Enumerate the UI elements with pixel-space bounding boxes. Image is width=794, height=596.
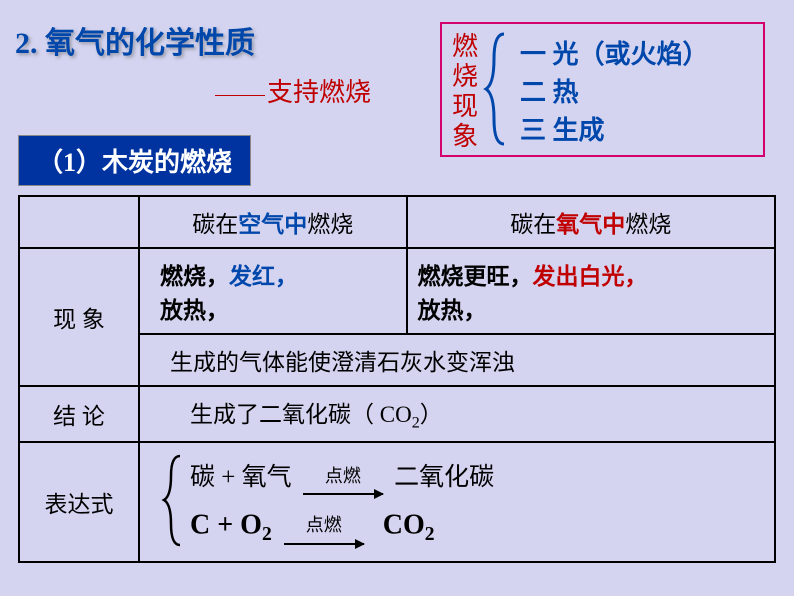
row-label-conclusion: 结 论 (19, 386, 139, 442)
section-label: （1）木炭的燃烧 (18, 135, 251, 186)
text: 生成了二氧化碳（ CO (190, 402, 412, 427)
highlight: 氧气中 (556, 212, 625, 237)
table-row: 现 象 燃烧，发红，放热， 燃烧更旺，发出白光，放热， (19, 248, 775, 334)
table-row: 表达式 碳 + 氧气 点燃 二氧化碳 C + O2 点燃 (19, 442, 775, 562)
subtitle: 支持燃烧 (215, 72, 371, 109)
header-air: 碳在空气中燃烧 (139, 196, 407, 248)
rhs: 二氧化碳 (394, 464, 494, 491)
text: ） (420, 402, 443, 427)
reaction-arrow: 点燃 (298, 463, 388, 495)
arrow-label: 点燃 (306, 515, 342, 535)
phenomenon-items: 一 光（或火焰） 二 热 三 生成 (520, 36, 709, 150)
table-row: 碳在空气中燃烧 碳在氧气中燃烧 (19, 196, 775, 248)
empty-cell (19, 196, 139, 248)
text: 燃烧更旺， (418, 264, 533, 289)
main-table: 碳在空气中燃烧 碳在氧气中燃烧 现 象 燃烧，发红，放热， 燃烧更旺，发出白光，… (18, 195, 776, 563)
phenomenon-item: 二 热 (520, 74, 709, 112)
text: 燃烧， (160, 264, 229, 289)
phenomenon-box: 燃烧现象 一 光（或火焰） 二 热 三 生成 (440, 22, 765, 157)
curly-brace-icon (160, 453, 185, 548)
subscript: 2 (262, 524, 272, 545)
main-title: 2. 氧气的化学性质 (15, 18, 371, 62)
arrow-icon (303, 493, 383, 495)
text: 放热， (160, 298, 229, 323)
lhs: C + O (190, 509, 262, 540)
formula-equation: C + O2 点燃 CO2 (190, 509, 494, 546)
subscript: 2 (425, 524, 435, 545)
row-label-phenomenon: 现 象 (19, 248, 139, 386)
title-area: 2. 氧气的化学性质 支持燃烧 (15, 18, 371, 109)
curly-brace-icon (482, 29, 512, 149)
rhs: CO (383, 509, 425, 540)
cell-common-phenomenon: 生成的气体能使澄清石灰水变浑浊 (139, 334, 775, 386)
cell-conclusion: 生成了二氧化碳（ CO2） (139, 386, 775, 442)
text: 碳在 (510, 212, 556, 237)
expression-content: 碳 + 氧气 点燃 二氧化碳 C + O2 点燃 CO2 (190, 457, 494, 546)
subtitle-text: 支持燃烧 (267, 78, 371, 107)
cell-expression: 碳 + 氧气 点燃 二氧化碳 C + O2 点燃 CO2 (139, 442, 775, 562)
lhs: 碳 + 氧气 (190, 464, 292, 491)
phenomenon-item: 一 光（或火焰） (520, 36, 709, 74)
text: 碳在 (192, 212, 238, 237)
cell-oxygen-phenomenon: 燃烧更旺，发出白光， 放热， (407, 248, 775, 334)
table-row: 结 论 生成了二氧化碳（ CO2） (19, 386, 775, 442)
dash-line-icon (215, 95, 265, 96)
subscript: 2 (412, 415, 420, 432)
highlight: 发出白光， (533, 264, 648, 289)
header-oxygen: 碳在氧气中燃烧 (407, 196, 775, 248)
reaction-arrow: 点燃 (279, 509, 369, 545)
phenomenon-label: 燃烧现象 (450, 32, 480, 152)
arrow-label: 点燃 (325, 466, 361, 486)
arrow-icon (284, 543, 364, 545)
row-label-expression: 表达式 (19, 442, 139, 562)
highlight: 发红， (229, 264, 298, 289)
highlight: 空气中 (238, 212, 307, 237)
text: 燃烧 (307, 212, 353, 237)
phenomenon-item: 三 生成 (520, 112, 709, 150)
text: 放热， (418, 298, 487, 323)
word-equation: 碳 + 氧气 点燃 二氧化碳 (190, 457, 494, 495)
text: 燃烧 (625, 212, 671, 237)
cell-air-phenomenon: 燃烧，发红，放热， (139, 248, 407, 334)
